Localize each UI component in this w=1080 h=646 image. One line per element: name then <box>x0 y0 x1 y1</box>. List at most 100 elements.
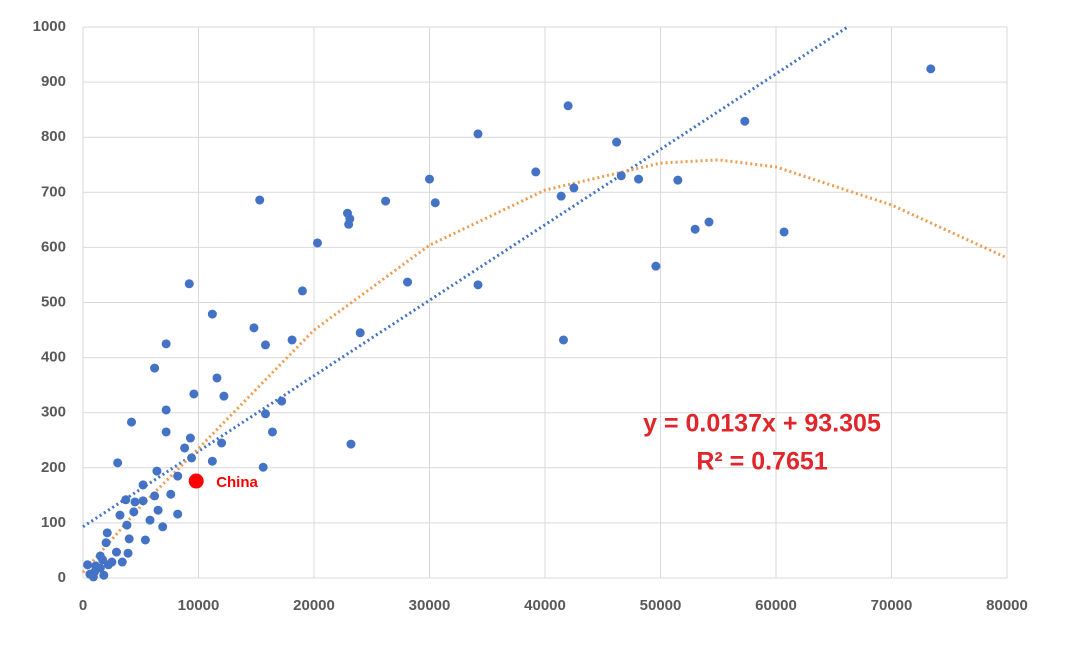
x-tick-label: 30000 <box>409 597 451 614</box>
point <box>88 572 98 582</box>
point <box>189 389 199 399</box>
point <box>117 557 127 567</box>
point <box>150 363 160 373</box>
point <box>212 373 222 383</box>
highlight-point <box>188 473 204 489</box>
point <box>355 328 365 338</box>
point <box>111 547 121 557</box>
trendline <box>81 158 1008 574</box>
point <box>152 466 162 476</box>
y-tick-label: 700 <box>41 183 66 200</box>
point <box>91 561 101 571</box>
point <box>297 286 307 296</box>
point <box>145 515 155 525</box>
y-tick-label: 1000 <box>33 18 66 35</box>
y-tick-label: 400 <box>41 349 66 366</box>
point <box>267 427 277 437</box>
point <box>704 217 714 227</box>
point <box>403 277 413 287</box>
point <box>83 560 93 570</box>
point <box>180 443 190 453</box>
x-tick-label: 70000 <box>871 597 913 614</box>
annotation: R² = 0.7651 <box>696 448 827 476</box>
point <box>563 101 573 111</box>
point <box>258 462 268 472</box>
point <box>158 522 168 532</box>
point <box>187 453 197 463</box>
point <box>127 417 137 427</box>
point <box>184 279 194 289</box>
point <box>312 238 322 248</box>
point <box>185 433 195 443</box>
point <box>150 491 160 501</box>
point <box>569 183 579 193</box>
point <box>173 509 183 519</box>
point <box>249 323 259 333</box>
point <box>153 505 163 515</box>
highlight-label: China <box>216 474 258 491</box>
point <box>260 409 270 419</box>
point <box>473 129 483 139</box>
point <box>102 528 112 538</box>
point <box>122 520 132 530</box>
y-tick-label: 0 <box>58 569 66 586</box>
point <box>381 196 391 206</box>
point <box>161 339 171 349</box>
y-tick-label: 300 <box>41 404 66 421</box>
x-tick-label: 10000 <box>178 597 220 614</box>
point <box>425 174 434 184</box>
point <box>287 335 297 345</box>
y-tick-label: 100 <box>41 514 66 531</box>
point <box>99 570 109 580</box>
point <box>260 340 270 350</box>
point <box>473 280 483 290</box>
annotation: y = 0.0137x + 93.305 <box>643 410 881 438</box>
point <box>107 557 117 567</box>
point <box>161 427 171 437</box>
point <box>98 555 108 565</box>
y-tick-label: 900 <box>41 73 66 90</box>
point <box>779 227 789 237</box>
point <box>115 510 125 520</box>
point <box>690 224 700 234</box>
point <box>277 396 287 406</box>
point <box>207 309 217 319</box>
point <box>345 214 355 224</box>
point <box>612 137 622 147</box>
point <box>219 391 229 401</box>
x-tick-label: 80000 <box>986 597 1028 614</box>
point <box>740 116 750 126</box>
point <box>926 64 936 74</box>
point <box>430 198 440 208</box>
point <box>123 548 133 558</box>
point <box>346 439 356 449</box>
point <box>121 495 131 505</box>
x-tick-label: 20000 <box>293 597 335 614</box>
point <box>634 174 644 184</box>
point <box>166 489 176 499</box>
point <box>217 438 227 448</box>
point <box>651 261 661 271</box>
point <box>161 405 171 415</box>
point <box>556 191 566 201</box>
point <box>101 538 111 548</box>
point <box>531 167 541 177</box>
y-tick-label: 200 <box>41 459 66 476</box>
point <box>138 480 148 490</box>
point <box>113 458 123 468</box>
point <box>207 456 217 466</box>
point <box>673 175 683 185</box>
point <box>173 471 183 481</box>
point <box>140 535 150 545</box>
point <box>130 497 140 507</box>
y-tick-label: 500 <box>41 293 66 310</box>
point <box>616 171 626 181</box>
point <box>138 496 148 506</box>
x-tick-label: 50000 <box>640 597 682 614</box>
point <box>124 534 134 544</box>
trendline <box>82 25 849 529</box>
x-tick-label: 60000 <box>755 597 797 614</box>
point <box>558 335 568 345</box>
point <box>255 195 265 205</box>
